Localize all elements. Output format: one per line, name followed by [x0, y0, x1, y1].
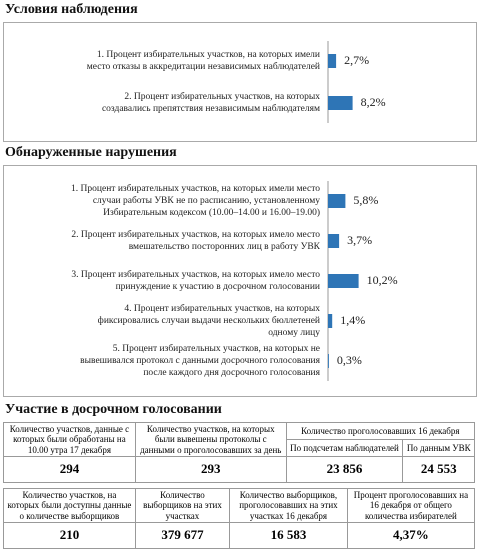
category-label: после каждого дня досрочного голосования [143, 368, 320, 378]
bar [328, 194, 346, 208]
cell: 4,37% [346, 522, 476, 549]
header-cell: Количество участков, на которых были выв… [134, 421, 287, 458]
category-label: место отказы в аккредитации независимых … [87, 61, 320, 72]
cell: 293 [134, 456, 287, 483]
cell: 23 856 [285, 456, 404, 483]
value-label: 8,2% [361, 95, 386, 109]
value-label: 3,7% [347, 233, 372, 247]
category-label: 1. Процент избирательных участков, на ко… [97, 49, 320, 60]
header-cell: Процент проголосовавших на 16 декабря от… [346, 487, 476, 524]
header-cell: Количество участков, данные с которых бы… [3, 421, 136, 458]
value-label: 1,4% [340, 313, 365, 327]
section-title: Условия наблюдения [5, 2, 138, 17]
category-label: 2. Процент избирательных участков, на ко… [71, 229, 320, 240]
cell: 210 [3, 522, 136, 549]
category-label: 3. Процент избирательных участков, на ко… [71, 269, 320, 280]
category-label: случаи работы УВК не по расписанию, уста… [93, 195, 320, 206]
category-label: одному лицу [268, 328, 320, 338]
chart-box: 1. Процент избирательных участков, на ко… [3, 165, 477, 397]
value-label: 5,8% [353, 193, 378, 207]
cell: 24 553 [402, 456, 475, 483]
category-label: 1. Процент избирательных участков, на ко… [71, 183, 320, 194]
cell: 294 [3, 456, 136, 483]
cell: 16 583 [229, 522, 348, 549]
category-label: создавались препятствия независимым набл… [102, 103, 320, 114]
bar [328, 54, 337, 68]
header-cell: Количество проголосовавших 16 декабря [285, 421, 476, 441]
table: Количество участков, данные с которых бы… [3, 421, 476, 483]
section-title: Участие в досрочном голосовании [5, 402, 222, 417]
header-cell: Количество участков, на которых были дос… [3, 487, 136, 524]
category-label: 5. Процент избирательных участков, на ко… [113, 343, 320, 354]
cell: 379 677 [134, 522, 231, 549]
category-label: вывешивался протокол с данными досрочног… [80, 356, 320, 366]
value-label: 10,2% [367, 273, 398, 287]
section-title: Обнаруженные нарушения [5, 145, 177, 160]
table: Количество участков, на которых были дос… [3, 487, 476, 549]
category-label: Избирательным кодексом (10.00–14.00 и 16… [103, 207, 320, 218]
category-label: 4. Процент избирательных участков, на ко… [124, 303, 320, 314]
category-label: фиксировались случаи выдачи нескольких б… [98, 315, 320, 326]
chart-box: 1. Процент избирательных участков, на ко… [3, 22, 477, 142]
chart: 1. Процент избирательных участков, на ко… [71, 181, 398, 381]
category-label: принуждение к участию в досрочном голосо… [116, 282, 320, 292]
bar [328, 354, 329, 368]
header-cell: По данным УВК [402, 439, 475, 458]
bar [328, 96, 353, 110]
value-label: 0,3% [337, 353, 362, 367]
value-label: 2,7% [344, 53, 369, 67]
header-cell: По подсчетам наблюдателей [285, 439, 404, 458]
header-cell: Количество выборщиков на этих участках [134, 487, 231, 524]
category-label: вмешательство посторонних лиц в работу У… [129, 241, 321, 252]
bar [328, 314, 333, 328]
category-label: 2. Процент избирательных участков, на ко… [124, 91, 320, 102]
bar [328, 234, 340, 248]
header-cell: Количество выборщиков, проголосовавших н… [229, 487, 348, 524]
chart: 1. Процент избирательных участков, на ко… [87, 41, 386, 123]
bar [328, 274, 359, 288]
